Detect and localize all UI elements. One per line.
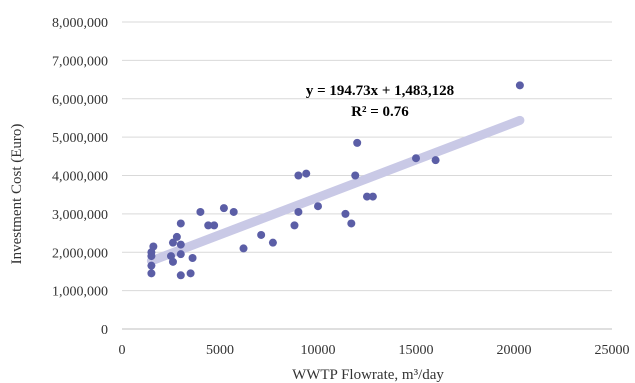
data-point	[149, 242, 158, 251]
data-point	[431, 156, 440, 165]
y-tick-label: 6,000,000	[52, 93, 108, 108]
data-point	[172, 232, 181, 241]
x-axis-tick-labels: 0 5000 10000 15000 20000 25000	[119, 343, 630, 358]
data-point	[347, 219, 356, 228]
x-tick-label: 25000	[595, 343, 630, 358]
y-tick-label: 5,000,000	[52, 131, 108, 146]
data-point	[294, 207, 303, 216]
y-tick-label: 0	[101, 323, 108, 338]
data-point	[294, 171, 303, 180]
x-tick-label: 5000	[206, 343, 234, 358]
data-point	[341, 209, 350, 218]
data-point	[188, 254, 197, 263]
data-point	[168, 238, 177, 247]
x-tick-label: 0	[119, 343, 126, 358]
data-point	[268, 238, 277, 247]
data-point	[229, 207, 238, 216]
data-point	[290, 221, 299, 230]
y-tick-label: 2,000,000	[52, 246, 108, 261]
gridlines	[122, 21, 612, 292]
data-point	[363, 192, 371, 201]
data-point	[257, 230, 266, 239]
y-tick-label: 4,000,000	[52, 170, 108, 185]
data-point	[219, 204, 228, 213]
data-point	[186, 269, 195, 278]
trendline-layer	[146, 115, 525, 266]
data-point	[353, 138, 362, 147]
y-tick-label: 3,000,000	[52, 208, 108, 223]
data-point	[302, 169, 311, 178]
data-point	[351, 171, 360, 180]
trendline-equation: y = 194.73x + 1,483,128	[306, 83, 454, 99]
data-point	[368, 192, 377, 201]
y-tick-label: 1,000,000	[52, 285, 108, 300]
y-tick-label: 8,000,000	[52, 16, 108, 31]
data-point	[204, 221, 213, 230]
data-point	[515, 81, 524, 90]
data-point	[168, 257, 177, 266]
data-point	[147, 261, 156, 270]
data-point	[176, 240, 185, 249]
data-point	[196, 207, 205, 216]
y-axis-title: Investment Cost (Euro)	[9, 124, 25, 265]
x-tick-label: 10000	[301, 343, 336, 358]
data-point	[210, 221, 219, 230]
x-tick-label: 20000	[497, 343, 532, 358]
trendline-r-squared: R² = 0.76	[351, 104, 409, 120]
data-point	[314, 202, 322, 211]
data-point	[147, 269, 156, 278]
data-point	[239, 244, 248, 253]
y-axis-tick-labels: 0 1,000,000 2,000,000 3,000,000 4,000,000 5,0…	[52, 16, 108, 338]
data-point	[412, 154, 420, 163]
x-tick-label: 15000	[399, 343, 434, 358]
data-point	[176, 271, 185, 280]
data-point	[176, 250, 185, 259]
data-points	[147, 81, 524, 280]
y-tick-label: 7,000,000	[52, 54, 108, 69]
data-point	[176, 219, 185, 228]
x-axis-title: WWTP Flowrate, m³/day	[292, 367, 444, 383]
trendline	[146, 115, 525, 266]
